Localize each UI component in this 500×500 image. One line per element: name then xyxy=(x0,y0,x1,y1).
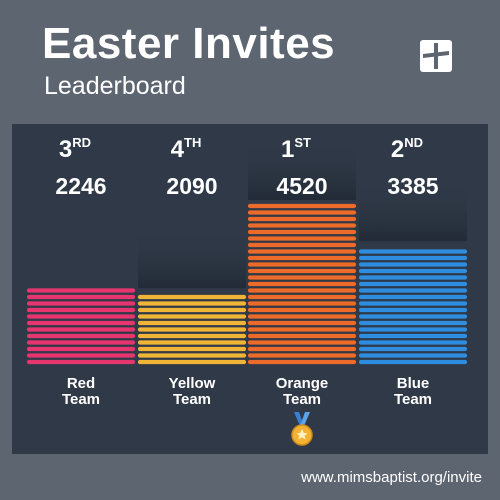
footer-url[interactable]: www.mimsbaptist.org/invite xyxy=(301,469,482,486)
bar-blue-team xyxy=(358,249,468,365)
bar-shadow xyxy=(359,181,467,242)
category-label: Red xyxy=(67,375,95,392)
rank-label: 1ST xyxy=(281,135,311,163)
bar-red-team xyxy=(26,288,136,365)
bar-shadow xyxy=(138,228,246,289)
category-label: Team xyxy=(62,391,100,408)
bar-yellow-team xyxy=(137,294,247,365)
gold-medal-icon xyxy=(291,412,313,446)
cross-logo-icon xyxy=(420,40,452,72)
page-subtitle: Leaderboard xyxy=(44,72,186,100)
value-label: 2090 xyxy=(166,173,217,199)
category-label: Blue xyxy=(397,375,430,392)
category-label: Team xyxy=(394,391,432,408)
value-label: 3385 xyxy=(387,173,438,199)
chart-canvas: 3RD2246RedTeam4TH2090YellowTeam1ST4520Or… xyxy=(26,135,468,446)
category-label: Yellow xyxy=(169,375,216,392)
category-label: Orange xyxy=(276,375,329,392)
rank-label: 2ND xyxy=(391,135,423,163)
value-label: 4520 xyxy=(276,173,327,199)
category-label: Team xyxy=(173,391,211,408)
bar-shadow xyxy=(248,140,356,200)
category-label: Team xyxy=(283,391,321,408)
rank-label: 3RD xyxy=(59,135,91,163)
value-label: 2246 xyxy=(55,173,106,199)
leaderboard-chart: 3RD 2246 Red Team 4TH 2090 Yellow Team 1ST 4520 Or… xyxy=(12,124,488,454)
rank-label: 4TH xyxy=(171,135,202,163)
page-title: Easter Invites xyxy=(42,19,336,68)
bar-orange-team xyxy=(247,203,357,365)
